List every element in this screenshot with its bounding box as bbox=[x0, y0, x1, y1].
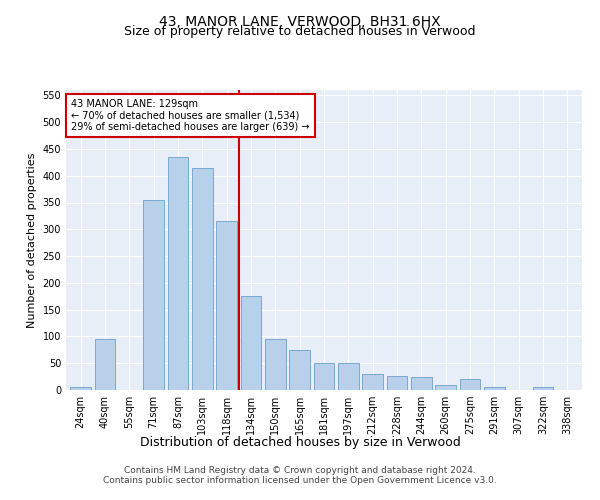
Bar bbox=[460, 380, 481, 390]
Text: Contains public sector information licensed under the Open Government Licence v3: Contains public sector information licen… bbox=[103, 476, 497, 485]
Bar bbox=[411, 377, 432, 390]
Text: Distribution of detached houses by size in Verwood: Distribution of detached houses by size … bbox=[140, 436, 460, 449]
Bar bbox=[362, 374, 383, 390]
Bar bbox=[533, 388, 553, 390]
Bar bbox=[265, 339, 286, 390]
Bar bbox=[216, 221, 237, 390]
Bar bbox=[241, 296, 262, 390]
Text: Size of property relative to detached houses in Verwood: Size of property relative to detached ho… bbox=[124, 25, 476, 38]
Bar bbox=[289, 350, 310, 390]
Text: Contains HM Land Registry data © Crown copyright and database right 2024.: Contains HM Land Registry data © Crown c… bbox=[124, 466, 476, 475]
Bar bbox=[95, 339, 115, 390]
Bar bbox=[338, 363, 359, 390]
Bar bbox=[192, 168, 212, 390]
Bar bbox=[386, 376, 407, 390]
Text: 43, MANOR LANE, VERWOOD, BH31 6HX: 43, MANOR LANE, VERWOOD, BH31 6HX bbox=[159, 15, 441, 29]
Y-axis label: Number of detached properties: Number of detached properties bbox=[27, 152, 37, 328]
Bar bbox=[167, 157, 188, 390]
Bar bbox=[70, 388, 91, 390]
Bar bbox=[484, 388, 505, 390]
Bar bbox=[436, 384, 456, 390]
Text: 43 MANOR LANE: 129sqm
← 70% of detached houses are smaller (1,534)
29% of semi-d: 43 MANOR LANE: 129sqm ← 70% of detached … bbox=[71, 99, 310, 132]
Bar bbox=[314, 363, 334, 390]
Bar bbox=[143, 200, 164, 390]
